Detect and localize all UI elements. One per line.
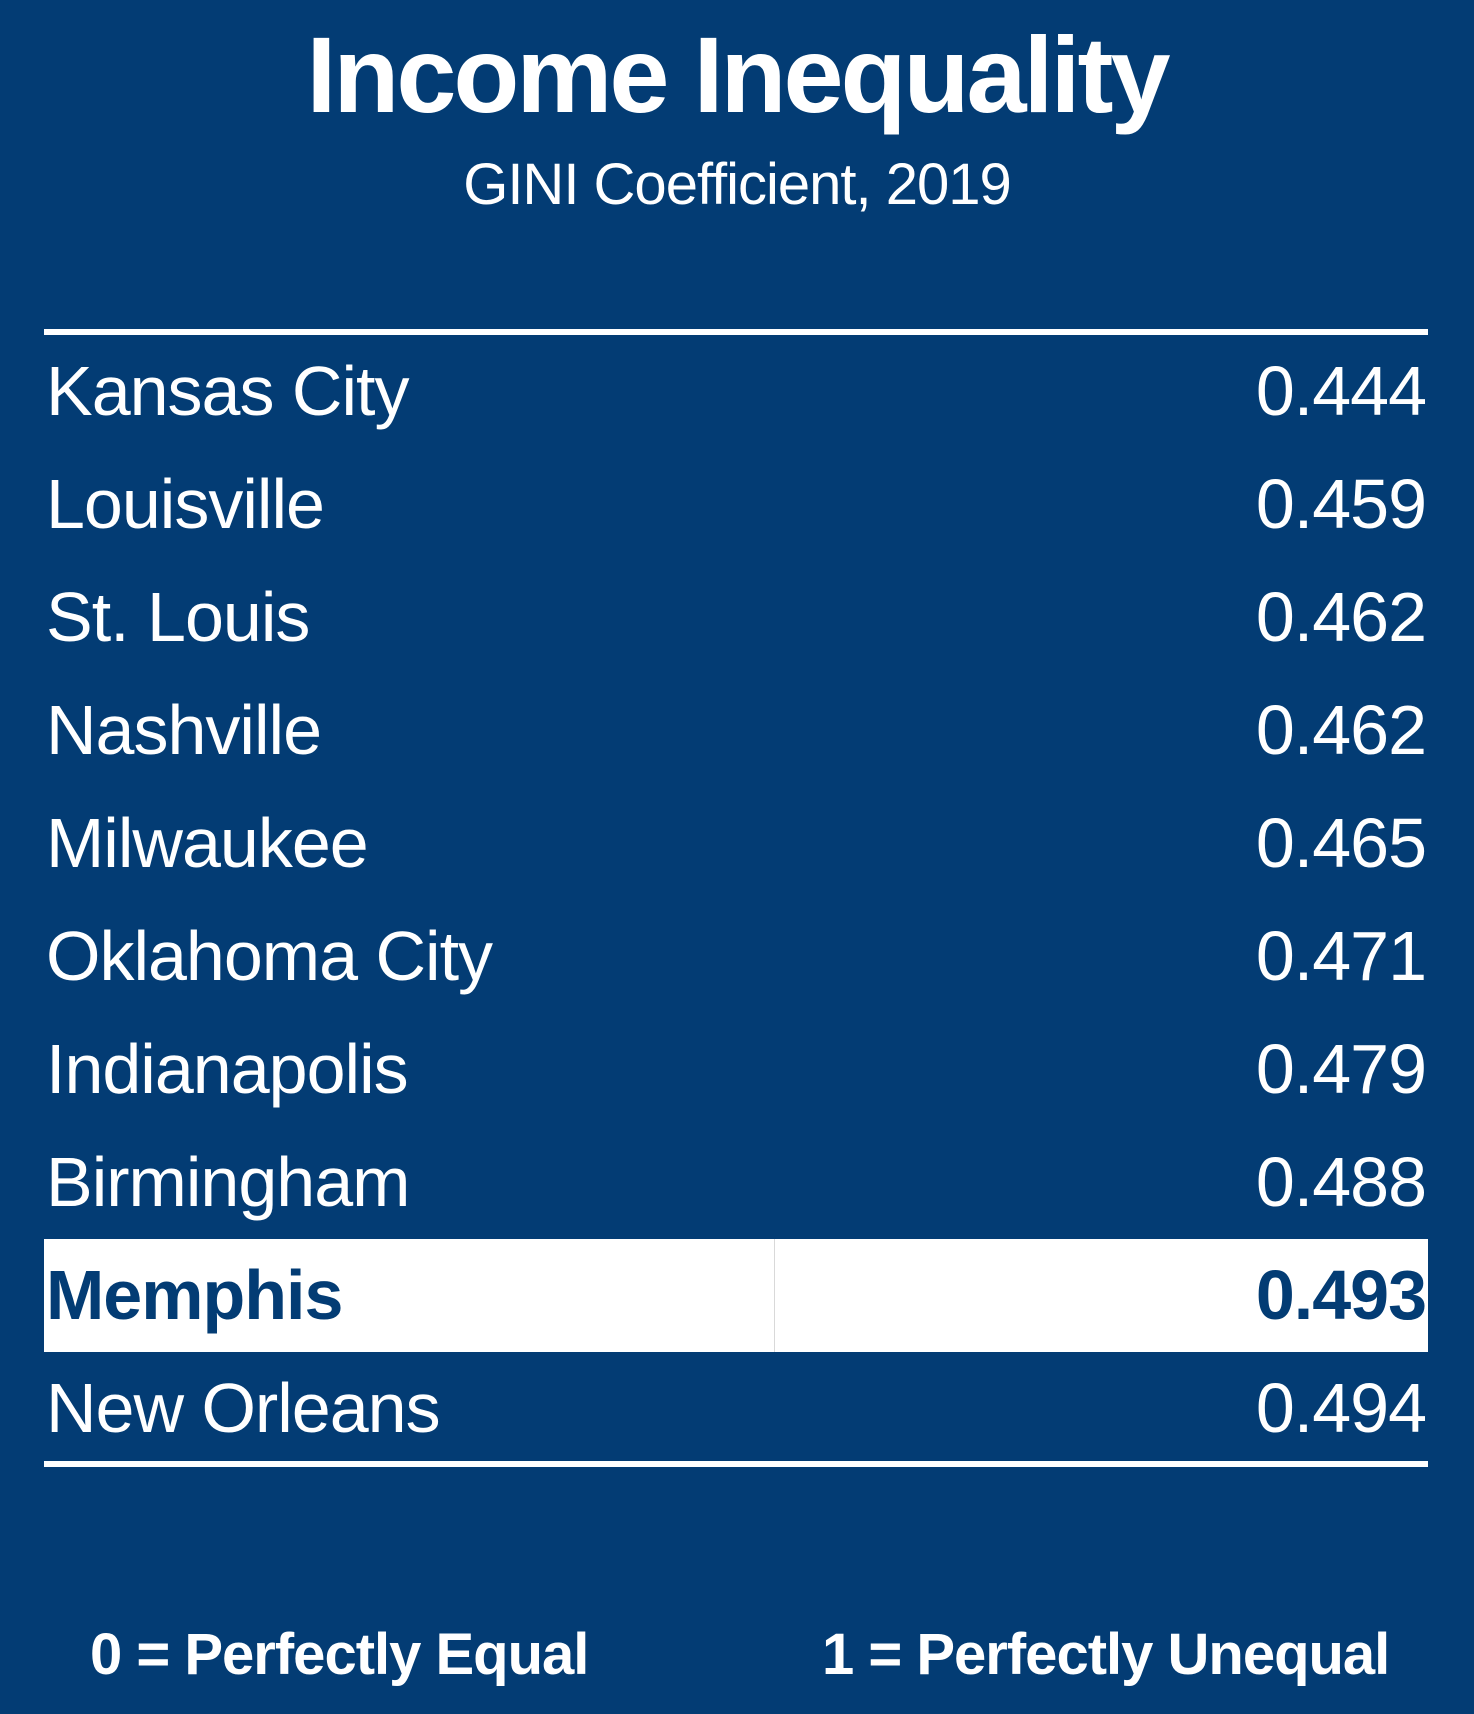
city-label: Milwaukee [46, 804, 369, 882]
gini-value: 0.459 [1255, 465, 1427, 543]
table-row: St. Louis 0.462 [44, 561, 1428, 674]
table-row: Nashville 0.462 [44, 674, 1428, 787]
gini-value: 0.471 [1255, 917, 1427, 995]
gini-value: 0.462 [1255, 691, 1427, 769]
gini-table: Kansas City 0.444 Louisville 0.459 St. Louis… [44, 335, 1428, 1465]
table-row: Birmingham 0.488 [44, 1126, 1428, 1239]
city-label: Louisville [46, 465, 325, 543]
city-label: Oklahoma City [46, 917, 493, 995]
table-row: New Orleans 0.494 [44, 1352, 1428, 1465]
city-label: Kansas City [46, 352, 409, 430]
gini-value: 0.493 [1255, 1256, 1427, 1334]
city-label: St. Louis [46, 578, 310, 656]
highlight-divider [774, 1239, 775, 1352]
gini-value: 0.488 [1255, 1143, 1427, 1221]
gini-value: 0.494 [1255, 1369, 1427, 1447]
table-row: Indianapolis 0.479 [44, 1013, 1428, 1126]
legend-perfectly-unequal: 1 = Perfectly Unequal [822, 1622, 1390, 1687]
legend-perfectly-equal: 0 = Perfectly Equal [90, 1622, 589, 1687]
city-label: Nashville [46, 691, 322, 769]
table-row: Milwaukee 0.465 [44, 787, 1428, 900]
chart-title: Income Inequality [306, 14, 1170, 135]
table-top-rule [44, 329, 1428, 335]
table-row: Memphis 0.493 [44, 1239, 1428, 1352]
table-row: Louisville 0.459 [44, 448, 1428, 561]
chart-subtitle: GINI Coefficient, 2019 [463, 152, 1012, 217]
city-label: Birmingham [46, 1143, 410, 1221]
table-row: Kansas City 0.444 [44, 335, 1428, 448]
city-label: New Orleans [46, 1369, 441, 1447]
city-label: Indianapolis [46, 1030, 409, 1108]
gini-value: 0.462 [1255, 578, 1427, 656]
table-row: Oklahoma City 0.471 [44, 900, 1428, 1013]
gini-value: 0.444 [1255, 352, 1427, 430]
gini-value: 0.465 [1255, 804, 1427, 882]
gini-value: 0.479 [1255, 1030, 1427, 1108]
table-bottom-rule [44, 1461, 1428, 1467]
city-label: Memphis [46, 1256, 343, 1334]
